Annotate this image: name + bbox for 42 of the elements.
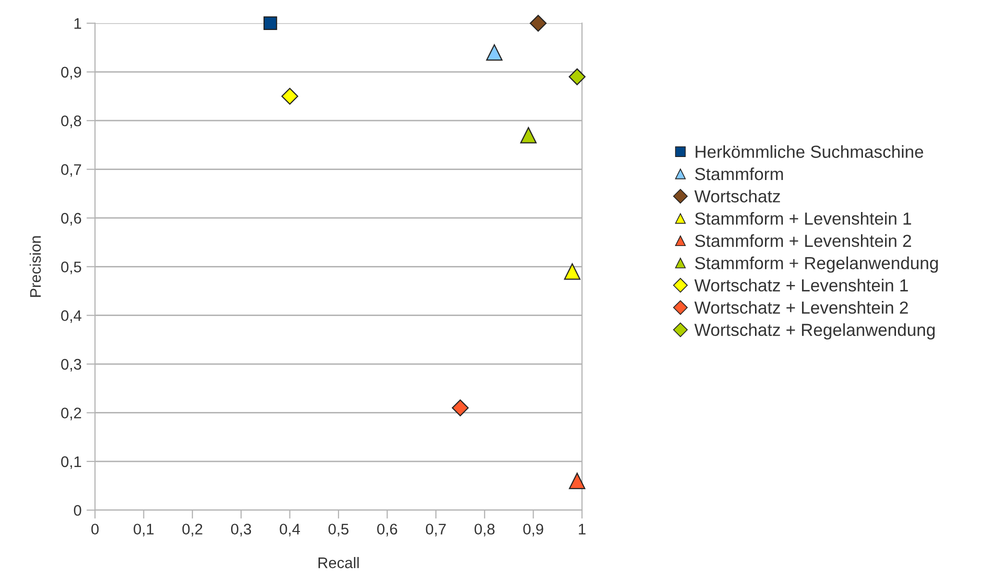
x-tick-label: 0,9 bbox=[523, 524, 544, 536]
x-tick-label: 1 bbox=[578, 524, 586, 534]
point bbox=[530, 14, 547, 32]
legend-label: Wortschatz + Levenshtein 2 bbox=[694, 301, 908, 314]
x-tick-label: 0,2 bbox=[182, 524, 202, 536]
y-axis-title: Precision bbox=[30, 236, 41, 297]
y-tick-label: 0,6 bbox=[61, 212, 82, 226]
point bbox=[281, 88, 298, 105]
point bbox=[568, 68, 586, 86]
legend-label: Wortschatz + Levenshtein 1 bbox=[694, 278, 908, 292]
x-tick-label: 0 bbox=[91, 524, 99, 535]
legend-label: Herkömmliche Suchmaschine bbox=[696, 145, 924, 158]
legend-label: Stammform bbox=[695, 167, 783, 180]
point bbox=[568, 472, 586, 490]
legend-label: Stammform + Regelanwendung bbox=[695, 256, 938, 273]
point bbox=[264, 16, 278, 30]
y-tick-label: 0 bbox=[74, 504, 82, 516]
x-tick-label: 0,6 bbox=[377, 524, 398, 536]
y-tick-label: 0,9 bbox=[61, 66, 82, 80]
y-tick-label: 0,7 bbox=[61, 164, 82, 177]
x-tick-label: 0,5 bbox=[328, 524, 348, 536]
point bbox=[520, 127, 537, 144]
x-tick-label: 0,8 bbox=[474, 524, 495, 536]
y-tick-label: 0,4 bbox=[61, 310, 82, 323]
y-tick-label: 0,3 bbox=[61, 358, 82, 372]
point bbox=[564, 263, 580, 280]
y-tick-label: 0,1 bbox=[61, 456, 82, 469]
point bbox=[486, 44, 503, 61]
x-tick-label: 0,4 bbox=[280, 524, 300, 536]
y-tick-label: 0,5 bbox=[61, 262, 82, 274]
legend-label: Stammform + Levenshtein 2 bbox=[695, 234, 912, 247]
x-tick-label: 0,1 bbox=[134, 524, 154, 536]
y-tick-label: 1 bbox=[74, 18, 82, 29]
y-tick-label: 0,8 bbox=[61, 115, 82, 128]
legend-label: Wortschatz bbox=[694, 190, 780, 202]
legend-label: Stammform + Levenshtein 1 bbox=[695, 212, 912, 225]
legend-label: Wortschatz + Regelanwendung bbox=[694, 323, 935, 340]
point bbox=[452, 399, 469, 416]
x-tick-label: 0,7 bbox=[426, 524, 446, 536]
y-tick-label: 0,2 bbox=[61, 408, 82, 420]
x-tick-label: 0,3 bbox=[231, 524, 252, 536]
x-axis-title: Recall bbox=[318, 557, 359, 568]
